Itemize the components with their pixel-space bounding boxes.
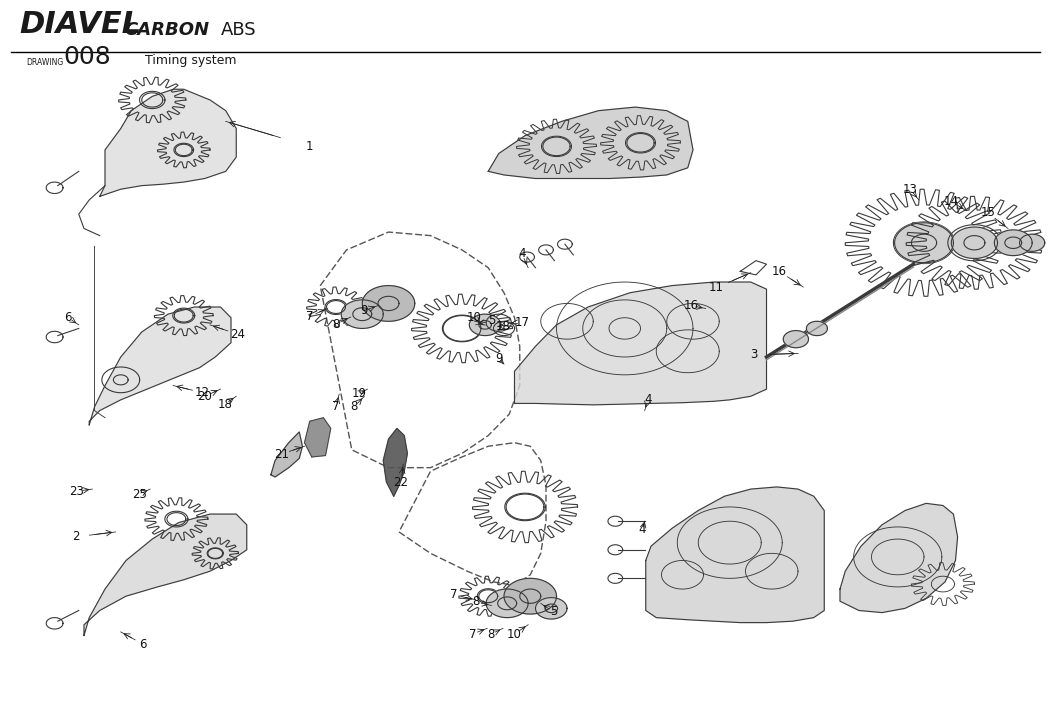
Text: 10: 10 bbox=[467, 311, 482, 324]
Polygon shape bbox=[646, 487, 824, 623]
Text: 2: 2 bbox=[71, 531, 80, 543]
Text: ABS: ABS bbox=[220, 21, 256, 39]
Text: 11: 11 bbox=[709, 281, 723, 294]
Polygon shape bbox=[341, 300, 383, 328]
Text: Timing system: Timing system bbox=[145, 54, 236, 67]
Text: 17: 17 bbox=[514, 316, 529, 329]
Text: 5: 5 bbox=[487, 314, 496, 327]
Text: CARBON: CARBON bbox=[124, 21, 209, 39]
Polygon shape bbox=[994, 230, 1032, 256]
Text: 7: 7 bbox=[332, 401, 340, 413]
Polygon shape bbox=[362, 286, 415, 321]
Text: 13: 13 bbox=[903, 183, 918, 196]
Text: 5: 5 bbox=[549, 605, 558, 618]
Text: 9: 9 bbox=[495, 352, 503, 365]
Text: 4: 4 bbox=[644, 393, 652, 406]
Polygon shape bbox=[488, 107, 693, 178]
Polygon shape bbox=[806, 321, 827, 336]
Text: 25: 25 bbox=[132, 488, 147, 501]
Polygon shape bbox=[486, 589, 528, 618]
Polygon shape bbox=[514, 282, 766, 405]
Text: 19: 19 bbox=[352, 387, 366, 400]
Polygon shape bbox=[304, 418, 331, 457]
Polygon shape bbox=[536, 598, 567, 619]
Text: 23: 23 bbox=[69, 485, 84, 498]
Text: 6: 6 bbox=[64, 311, 72, 324]
Text: 10: 10 bbox=[507, 628, 522, 640]
Polygon shape bbox=[89, 307, 231, 425]
Text: 8: 8 bbox=[471, 595, 480, 608]
Text: DRAWING: DRAWING bbox=[26, 58, 63, 67]
Polygon shape bbox=[840, 503, 958, 613]
Polygon shape bbox=[100, 89, 236, 196]
Text: 16: 16 bbox=[772, 265, 786, 278]
Polygon shape bbox=[783, 331, 808, 348]
Text: 3: 3 bbox=[750, 348, 758, 361]
Text: 4: 4 bbox=[518, 247, 526, 260]
Text: DIAVEL: DIAVEL bbox=[19, 10, 141, 39]
Polygon shape bbox=[84, 514, 247, 635]
Text: 008: 008 bbox=[63, 45, 110, 69]
Text: 20: 20 bbox=[197, 390, 212, 403]
Text: 12: 12 bbox=[195, 386, 210, 399]
Text: 22: 22 bbox=[394, 476, 408, 489]
Text: 7: 7 bbox=[306, 310, 314, 323]
Polygon shape bbox=[271, 432, 302, 477]
Polygon shape bbox=[895, 223, 953, 263]
Text: 21: 21 bbox=[274, 448, 289, 461]
Text: 7: 7 bbox=[449, 588, 458, 601]
Text: 8: 8 bbox=[350, 401, 358, 413]
Polygon shape bbox=[951, 227, 998, 258]
Text: 18: 18 bbox=[496, 320, 510, 333]
Text: 4: 4 bbox=[638, 523, 647, 536]
Polygon shape bbox=[469, 314, 501, 336]
Text: 15: 15 bbox=[981, 206, 995, 219]
Polygon shape bbox=[504, 578, 556, 614]
Text: 24: 24 bbox=[230, 328, 245, 341]
Text: 6: 6 bbox=[139, 638, 147, 650]
Text: 9: 9 bbox=[360, 304, 369, 317]
Text: 7: 7 bbox=[468, 628, 477, 640]
Text: 18: 18 bbox=[217, 398, 232, 411]
Text: 14: 14 bbox=[944, 195, 959, 208]
Text: 8: 8 bbox=[332, 318, 340, 331]
Text: 16: 16 bbox=[684, 299, 698, 312]
Text: 1: 1 bbox=[306, 140, 314, 153]
Text: 8: 8 bbox=[487, 628, 496, 640]
Polygon shape bbox=[1020, 234, 1045, 251]
Polygon shape bbox=[383, 428, 407, 496]
